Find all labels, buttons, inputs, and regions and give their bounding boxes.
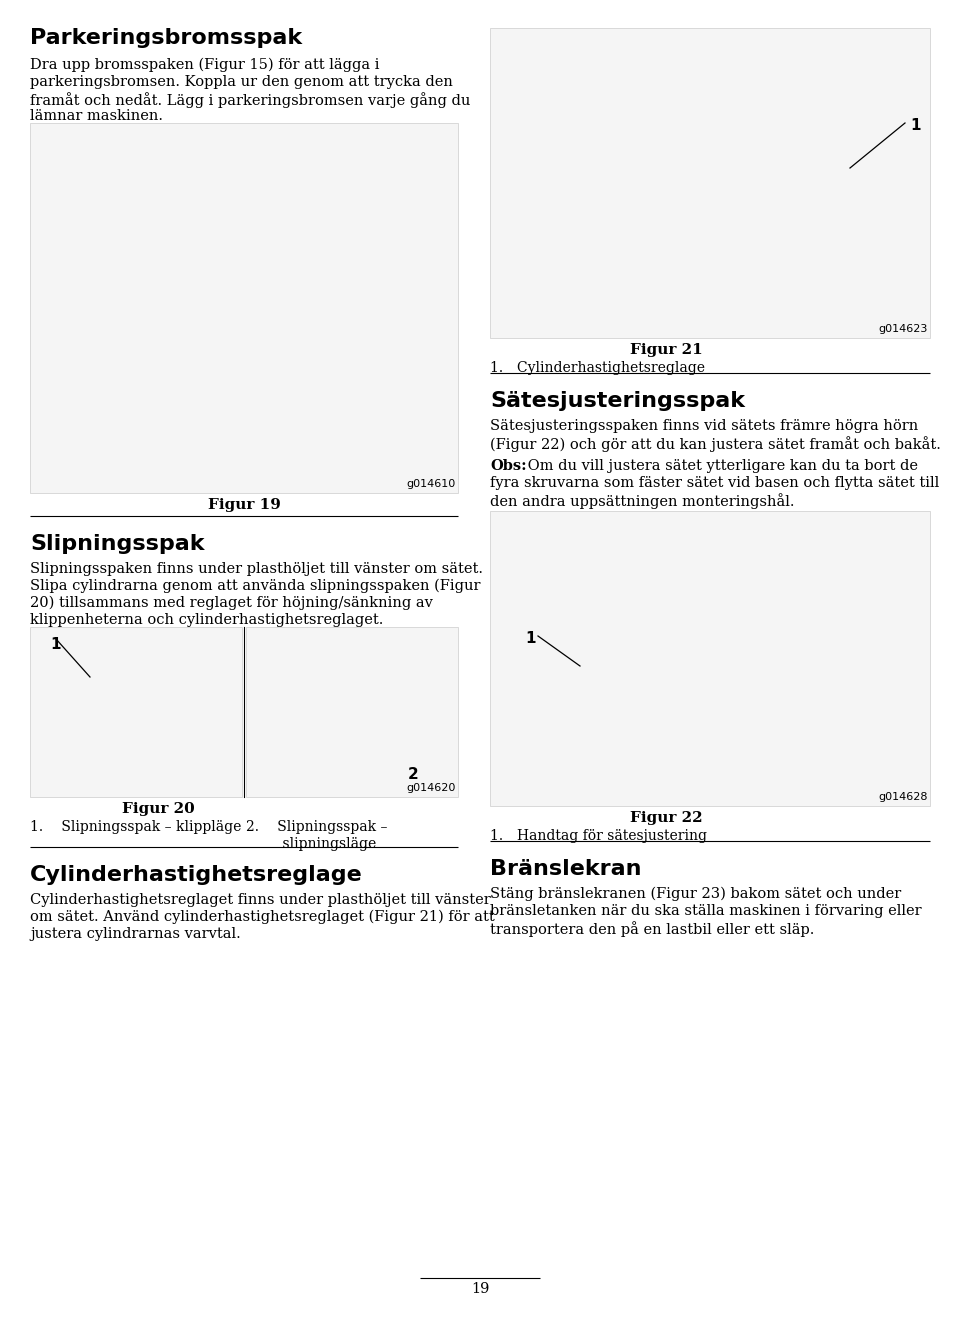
Text: parkeringsbromsen. Koppla ur den genom att trycka den: parkeringsbromsen. Koppla ur den genom a… (30, 75, 453, 88)
Text: 19: 19 (470, 1282, 490, 1296)
Text: Stäng bränslekranen (Figur 23) bakom sätet och under: Stäng bränslekranen (Figur 23) bakom sät… (490, 887, 901, 902)
Bar (246, 627, 458, 797)
Text: g014620: g014620 (407, 783, 456, 793)
Text: transportera den på en lastbil eller ett släp.: transportera den på en lastbil eller ett… (490, 921, 814, 937)
Text: den andra uppsättningen monteringshål.: den andra uppsättningen monteringshål. (490, 492, 795, 510)
Text: 1. Cylinderhastighetsreglage: 1. Cylinderhastighetsreglage (490, 360, 705, 375)
Text: Figur 22: Figur 22 (630, 810, 703, 825)
Text: klippenheterna och cylinderhastighetsreglaget.: klippenheterna och cylinderhastighetsreg… (30, 612, 383, 627)
Bar (490, 28, 930, 338)
Text: framåt och nedåt. Lägg i parkeringsbromsen varje gång du: framåt och nedåt. Lägg i parkeringsbroms… (30, 92, 470, 108)
Text: Figur 20: Figur 20 (122, 803, 195, 816)
Text: 2: 2 (408, 767, 419, 781)
Text: Dra upp bromsspaken (Figur 15) för att lägga i: Dra upp bromsspaken (Figur 15) för att l… (30, 58, 379, 73)
Text: g014610: g014610 (407, 479, 456, 488)
Text: Om du vill justera sätet ytterligare kan du ta bort de: Om du vill justera sätet ytterligare kan… (523, 459, 918, 473)
Text: slipningsläge: slipningsläge (246, 837, 376, 851)
Text: g014623: g014623 (878, 323, 928, 334)
Text: Figur 19: Figur 19 (207, 498, 280, 512)
Bar (30, 627, 242, 797)
Text: (Figur 22) och gör att du kan justera sätet framåt och bakåt.: (Figur 22) och gör att du kan justera sä… (490, 436, 941, 451)
Text: om sätet. Använd cylinderhastighetsreglaget (Figur 21) för att: om sätet. Använd cylinderhastighetsregla… (30, 909, 494, 924)
Text: Slipningsspaken finns under plasthöljet till vänster om sätet.: Slipningsspaken finns under plasthöljet … (30, 562, 483, 576)
Text: Bränslekran: Bränslekran (490, 859, 641, 879)
Text: Sätesjusteringsspak: Sätesjusteringsspak (490, 391, 745, 411)
Text: Cylinderhastighetsreglage: Cylinderhastighetsreglage (30, 865, 363, 884)
Text: justera cylindrarnas varvtal.: justera cylindrarnas varvtal. (30, 927, 241, 941)
Text: Cylinderhastighetsreglaget finns under plasthöljet till vänster: Cylinderhastighetsreglaget finns under p… (30, 894, 491, 907)
Text: 1: 1 (910, 117, 921, 133)
Text: Slipa cylindrarna genom att använda slipningsspaken (Figur: Slipa cylindrarna genom att använda slip… (30, 579, 481, 594)
Text: Figur 21: Figur 21 (630, 343, 703, 356)
Bar (30, 123, 458, 492)
Text: g014628: g014628 (878, 792, 928, 803)
Text: Slipningsspak: Slipningsspak (30, 535, 204, 554)
Text: fyra skruvarna som fäster sätet vid basen och flytta sätet till: fyra skruvarna som fäster sätet vid base… (490, 477, 939, 490)
Text: lämnar maskinen.: lämnar maskinen. (30, 110, 163, 123)
Bar (490, 511, 930, 807)
Text: 20) tillsammans med reglaget för höjning/sänkning av: 20) tillsammans med reglaget för höjning… (30, 597, 433, 610)
Text: Parkeringsbromsspak: Parkeringsbromsspak (30, 28, 302, 48)
Text: 1: 1 (525, 631, 536, 645)
Text: 1.  Slipningsspak – klippläge: 1. Slipningsspak – klippläge (30, 820, 241, 834)
Text: 1: 1 (50, 638, 60, 652)
Text: 1. Handtag för sätesjustering: 1. Handtag för sätesjustering (490, 829, 707, 843)
Text: Sätesjusteringsspaken finns vid sätets främre högra hörn: Sätesjusteringsspaken finns vid sätets f… (490, 418, 919, 433)
Text: Obs:: Obs: (490, 459, 527, 473)
Text: 2.  Slipningsspak –: 2. Slipningsspak – (246, 820, 388, 834)
Text: bränsletanken när du ska ställa maskinen i förvaring eller: bränsletanken när du ska ställa maskinen… (490, 904, 922, 917)
